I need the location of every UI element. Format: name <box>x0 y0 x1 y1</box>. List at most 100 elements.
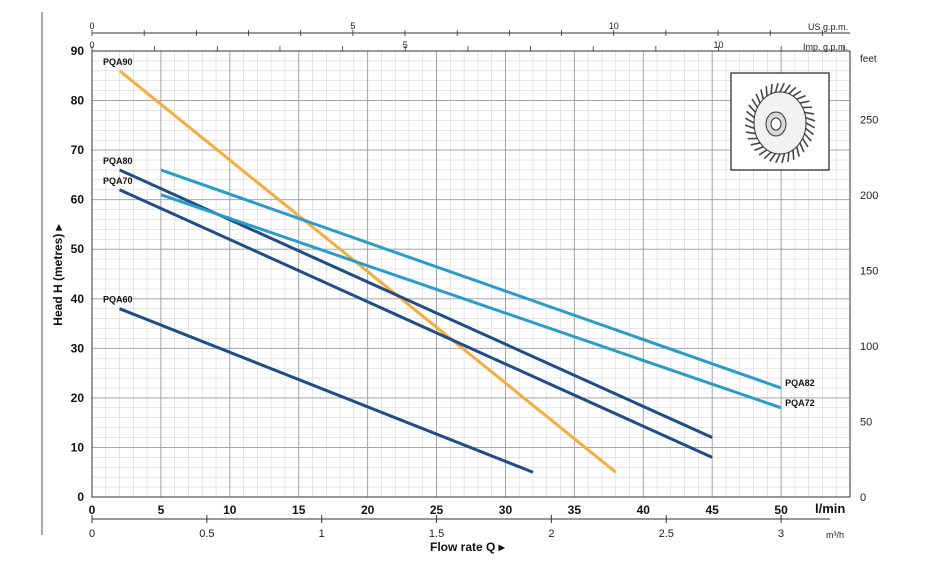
impeller-blade <box>748 104 757 113</box>
series-label-pqa82: PQA82 <box>785 378 815 388</box>
impeller-blade <box>744 124 755 130</box>
x-tick-label: 45 <box>706 503 720 517</box>
impeller-blade <box>775 153 781 164</box>
impeller-blade <box>799 100 810 104</box>
impeller-blade <box>783 84 791 93</box>
x-tick-label: 10 <box>223 503 237 517</box>
x-tick-label: 20 <box>361 503 375 517</box>
m3h-tick-label: 0 <box>89 528 95 540</box>
series-label-pqa60: PQA60 <box>103 295 133 305</box>
series-label-pqa72: PQA72 <box>785 398 815 408</box>
impeller-blade <box>796 94 806 100</box>
impeller-blade <box>803 133 812 142</box>
us-gpm-tick-label: 10 <box>609 21 619 31</box>
x-axis-lmin: 0 5 10 15 20 25 30 35 40 45 50 <box>89 503 788 517</box>
x-tick-label: 40 <box>637 503 651 517</box>
impeller-blade <box>754 146 764 152</box>
feet-tick-label: 200 <box>860 190 878 202</box>
series-label-pqa70: PQA70 <box>103 176 133 186</box>
impeller-blade <box>770 83 773 94</box>
feet-tick-label: 100 <box>860 341 878 353</box>
impeller-bore <box>770 117 782 131</box>
m3h-axis-title: m³/h <box>826 530 844 540</box>
x-tick-label: 50 <box>774 503 788 517</box>
x-axis-m3h: 0 0.5 1 1.5 2 2.5 3 <box>89 515 784 540</box>
y-axis-left: 0 10 20 30 40 50 60 70 80 90 <box>71 44 85 504</box>
impeller-illustration <box>730 72 830 171</box>
feet-tick-label: 0 <box>860 492 866 504</box>
y-tick-label: 80 <box>71 94 85 108</box>
us-gpm-tick-label: 0 <box>89 21 94 31</box>
impeller-blade <box>755 93 761 104</box>
y-tick-label: 0 <box>77 490 84 504</box>
x-tick-label: 35 <box>568 503 582 517</box>
impeller-blade <box>805 127 814 136</box>
y-axis-title: Head H (metres) ▸ <box>51 223 65 325</box>
x-axis-imp-gpm: 0 5 10 <box>89 40 845 51</box>
y-tick-label: 90 <box>71 44 85 58</box>
impeller-blade <box>774 82 779 93</box>
impeller-blade <box>763 151 772 160</box>
impeller-blade <box>779 82 785 93</box>
feet-tick-label: 150 <box>860 265 878 277</box>
series-label-pqa80: PQA80 <box>103 156 133 166</box>
x-tick-label: 0 <box>89 503 96 517</box>
impeller-blades <box>744 82 816 164</box>
impeller-blade <box>787 152 790 163</box>
impeller-blade <box>792 149 795 160</box>
series-line-pqa90 <box>118 69 617 474</box>
impeller-blade <box>750 142 761 146</box>
imp-gpm-axis-title: Imp. g.p.m. <box>803 42 848 52</box>
impeller-blade <box>792 90 802 97</box>
x-tick-label: 30 <box>499 503 513 517</box>
impeller-blade <box>769 153 777 162</box>
series-labels: PQA90 PQA80 PQA70 PQA60 PQA82 PQA72 <box>103 57 815 408</box>
m3h-tick-label: 3 <box>778 528 784 540</box>
impeller-blade <box>788 86 797 95</box>
y-tick-label: 30 <box>71 341 85 355</box>
impeller-blade <box>751 98 759 108</box>
series-line-pqa70 <box>118 188 713 459</box>
plot-frame <box>91 50 851 498</box>
m3h-tick-label: 0.5 <box>199 528 214 540</box>
y-axis-right-feet: 0 50 100 150 200 250 <box>860 114 878 504</box>
x-tick-label: 5 <box>158 503 165 517</box>
impeller-blade <box>745 131 756 135</box>
impeller-blade <box>744 117 755 124</box>
impeller-blade <box>799 142 805 153</box>
imp-gpm-tick-label: 5 <box>403 40 408 50</box>
right-axis-title-feet: feet <box>860 54 877 65</box>
imp-gpm-tick-label: 0 <box>89 40 94 50</box>
imp-gpm-tick-label: 10 <box>714 40 724 50</box>
impeller-blade <box>795 146 800 157</box>
impeller-blade <box>758 149 768 156</box>
us-gpm-tick-label: 5 <box>350 21 355 31</box>
series-lines <box>118 69 782 474</box>
impeller-blade <box>804 111 815 115</box>
feet-tick-label: 250 <box>860 114 878 126</box>
x-axis-title-lmin: l/min <box>815 501 845 516</box>
impeller-blade <box>805 122 816 129</box>
m3h-tick-label: 2 <box>548 528 554 540</box>
y-tick-label: 10 <box>71 440 85 454</box>
x-tick-label: 25 <box>430 503 444 517</box>
series-line-pqa72 <box>160 193 782 410</box>
impeller-blade <box>765 86 768 97</box>
y-tick-label: 60 <box>71 193 85 207</box>
x-axis-us-gpm: 0 5 10 <box>89 21 823 36</box>
m3h-tick-label: 1 <box>319 528 325 540</box>
series-line-pqa82 <box>160 168 782 390</box>
y-tick-label: 70 <box>71 143 85 157</box>
impeller-blade <box>760 89 765 100</box>
impeller-blade <box>746 110 755 119</box>
y-tick-label: 40 <box>71 292 85 306</box>
x-tick-label: 15 <box>292 503 306 517</box>
impeller-blade <box>801 138 809 148</box>
x-axis-title-flow-rate: Flow rate Q ▸ <box>430 540 506 554</box>
impeller-blade <box>781 153 786 164</box>
m3h-tick-label: 1.5 <box>429 528 444 540</box>
feet-tick-label: 50 <box>860 416 872 428</box>
impeller-blade <box>805 116 816 122</box>
y-tick-label: 50 <box>71 242 85 256</box>
